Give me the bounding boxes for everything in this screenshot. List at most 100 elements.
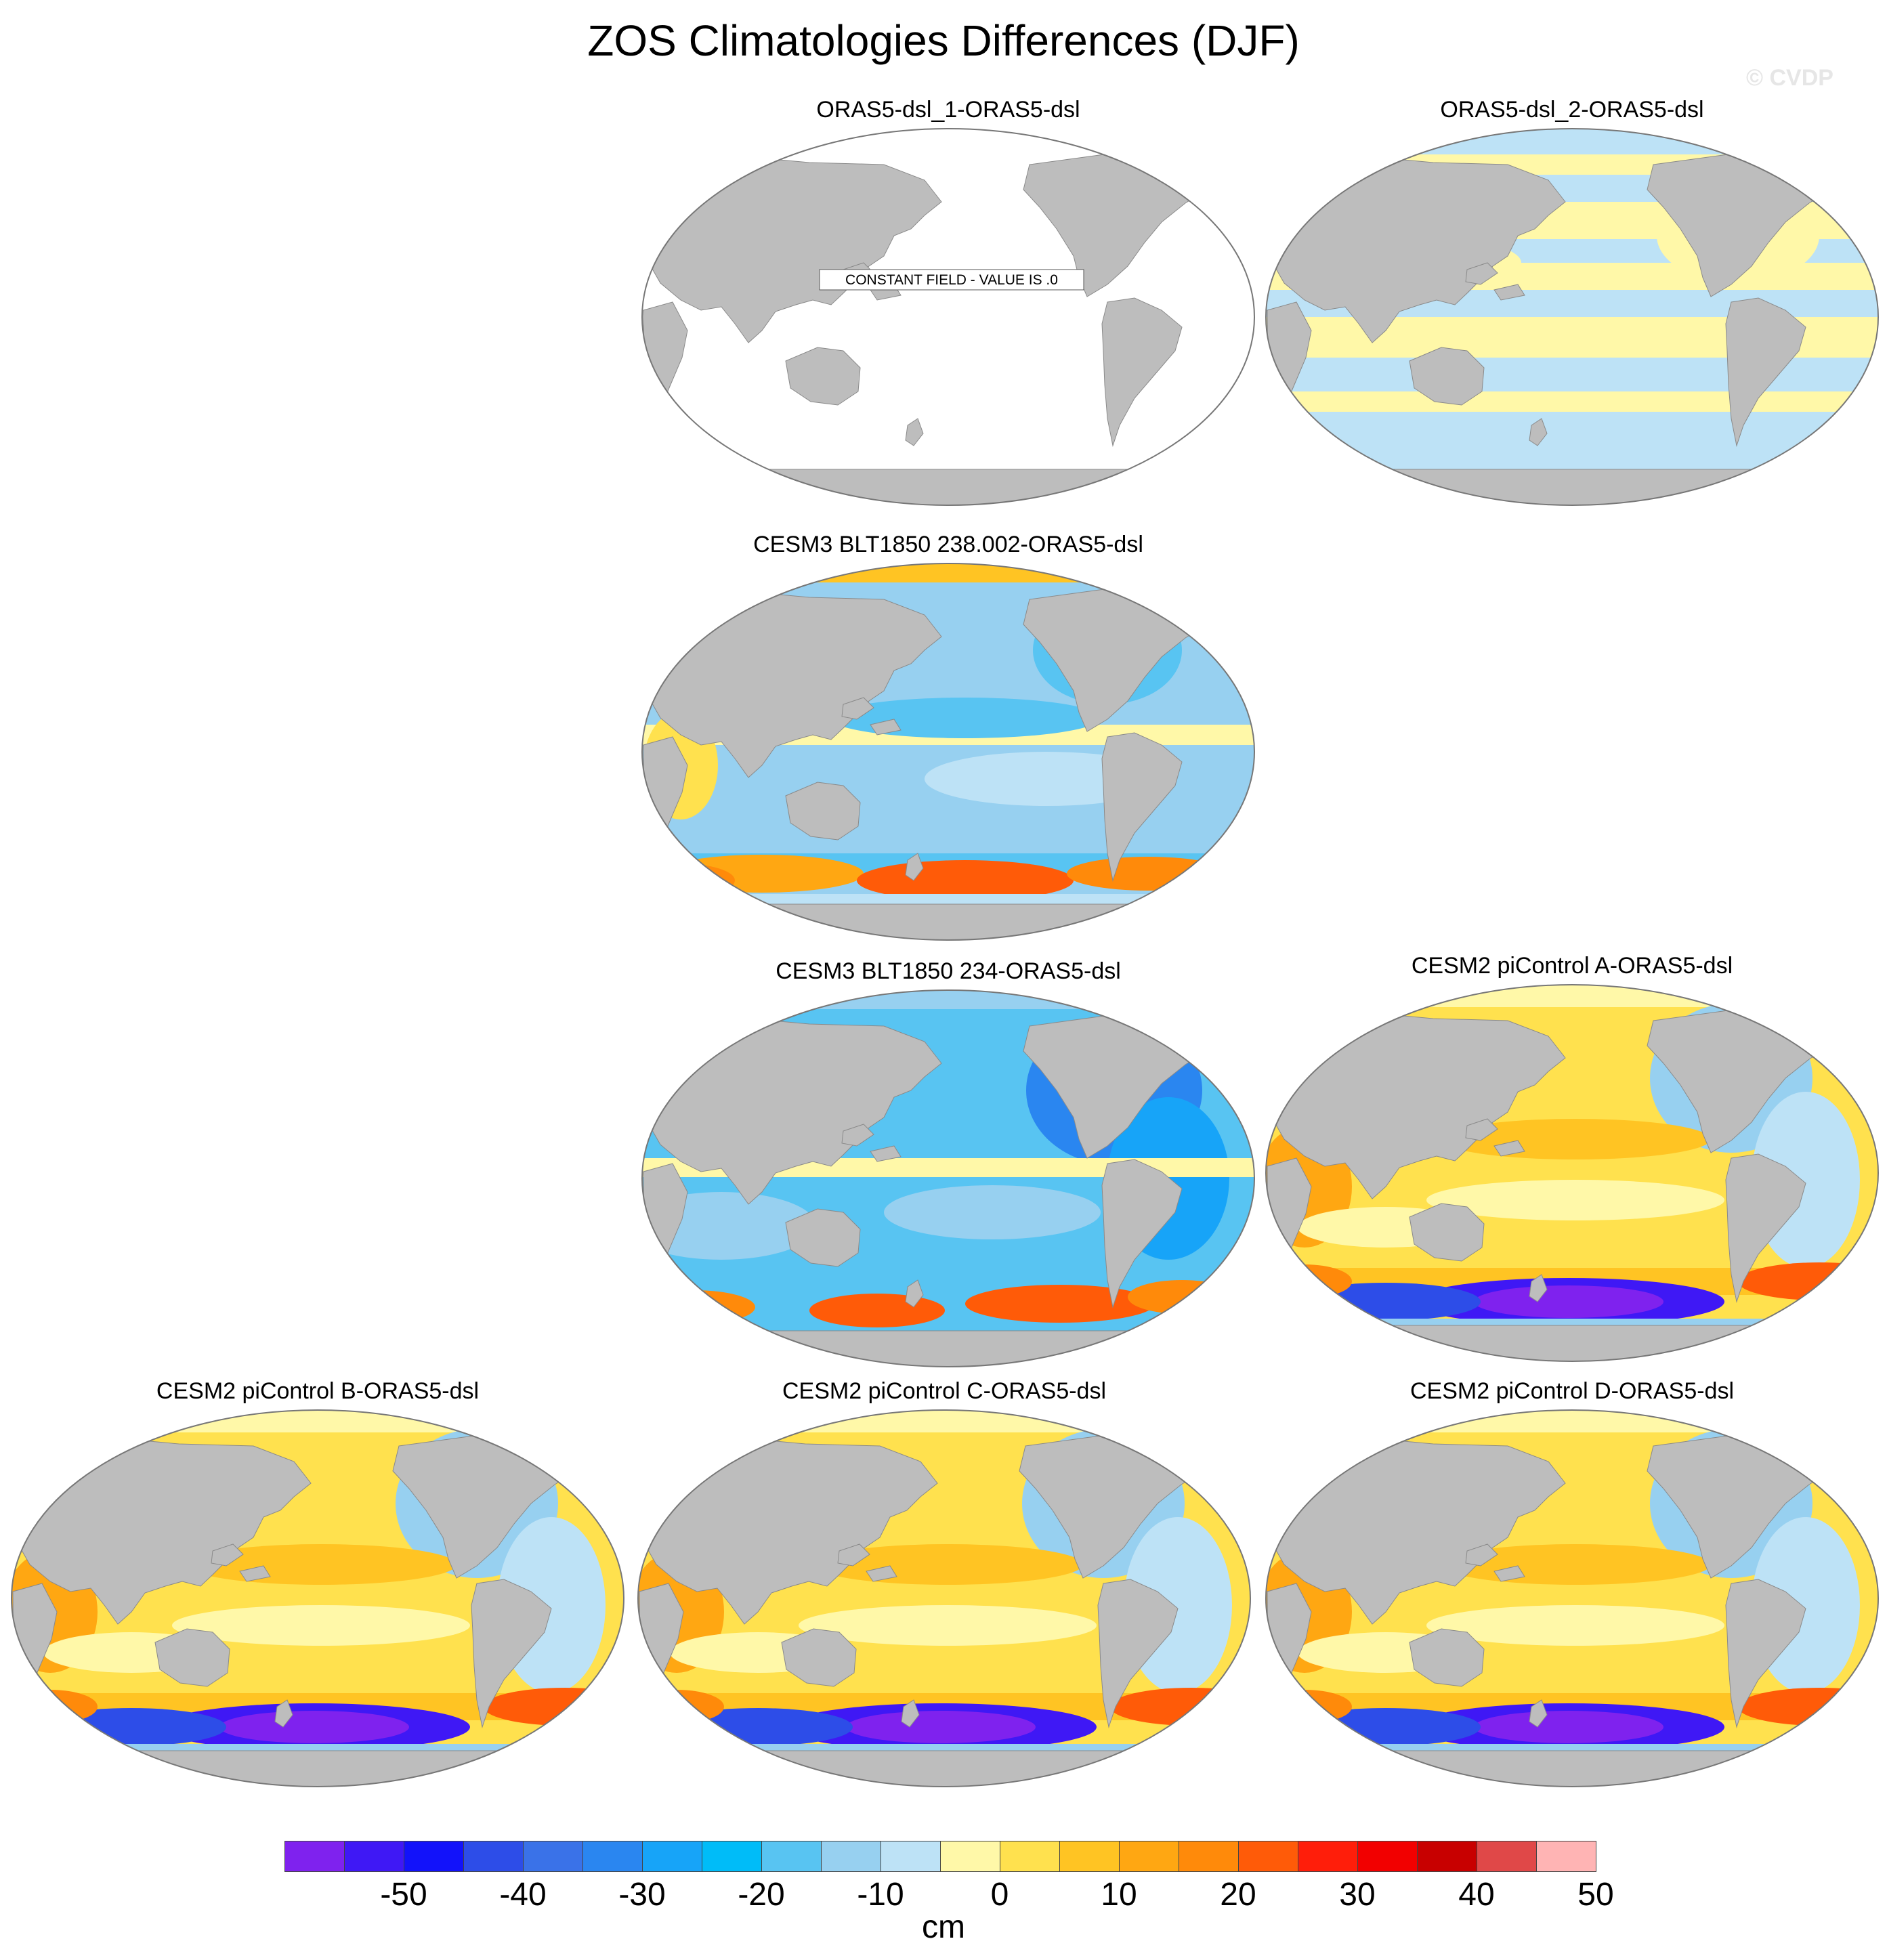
field-anomaly [809, 1294, 945, 1327]
colorbar-tick-label: -40 [499, 1877, 547, 1913]
panel-title: CESM2 piControl A-ORAS5-dsl [1411, 953, 1733, 979]
colorbar-tick-label: -30 [618, 1877, 666, 1913]
land-seaIslands [841, 697, 902, 736]
colorbar-box [523, 1841, 583, 1872]
map-panel-cesm2-d: CESM2 piControl D-ORAS5-dsl [1264, 1378, 1880, 1787]
colorbar-tick-label: -20 [738, 1877, 785, 1913]
colorbar-box [821, 1841, 881, 1872]
land-nz [274, 1699, 293, 1728]
field-anomaly [1291, 1283, 1481, 1321]
map-outline [641, 128, 1255, 506]
map-panel-cesm2-b: CESM2 piControl B-ORAS5-dsl [9, 1378, 626, 1787]
land-nz [905, 1279, 924, 1308]
field-anomaly [1191, 1713, 1250, 1741]
land-asia [642, 154, 942, 343]
land-greenland [1154, 1008, 1220, 1044]
land-australia [1409, 1628, 1485, 1687]
land-asia [12, 1435, 312, 1625]
land-australia [781, 1628, 857, 1687]
land-greenland [1778, 1003, 1844, 1038]
land-antPen [1751, 1745, 1806, 1762]
land-seaIslands [1465, 1543, 1525, 1582]
land-greenland [1154, 147, 1220, 182]
land-greenland [1150, 1428, 1216, 1464]
colorbar-box [1000, 1841, 1060, 1872]
field-anomaly [663, 1708, 853, 1746]
land-antPen [1751, 1320, 1806, 1336]
land-seaIslands [1465, 1118, 1525, 1157]
watermark: © CVDP [1746, 65, 1833, 91]
panel-title: CESM3 BLT1850 234-ORAS5-dsl [776, 958, 1121, 984]
land-greenland [1154, 582, 1220, 617]
land-greenland [524, 1428, 589, 1464]
land-seaIslands [837, 1543, 897, 1582]
map-panel-cesm3-238: CESM3 BLT1850 238.002-ORAS5-dsl [640, 531, 1256, 941]
land-antarctica [1266, 1325, 1878, 1361]
land-nz [1529, 1699, 1548, 1728]
map-svg [637, 1409, 1251, 1787]
colorbar-tick-label: 0 [990, 1877, 1009, 1913]
land-southAmerica [1101, 297, 1183, 447]
land-nz [1529, 418, 1548, 446]
map-outline [641, 989, 1255, 1367]
colorbar-box [404, 1841, 464, 1872]
colorbar-box [940, 1841, 1000, 1872]
land-greenland [1778, 1428, 1844, 1464]
map-svg [1265, 1409, 1879, 1787]
map-outline [637, 1409, 1251, 1787]
land-australia [785, 347, 861, 406]
colorbar-box [642, 1841, 702, 1872]
land-antarctica [642, 903, 1254, 940]
map-outline [1265, 1409, 1879, 1787]
map-svg [1265, 128, 1879, 506]
map-panel-cesm3-234: CESM3 BLT1850 234-ORAS5-dsl [640, 958, 1256, 1367]
field-anomaly [219, 1711, 409, 1743]
land-australia [785, 1208, 861, 1267]
colorbar-tick-label: 50 [1577, 1877, 1614, 1913]
colorbar-tick-label: -50 [380, 1877, 427, 1913]
panel-title: CESM2 piControl C-ORAS5-dsl [782, 1378, 1107, 1404]
colorbar-box [1238, 1841, 1298, 1872]
land-southAmerica [1097, 1579, 1179, 1728]
land-australia [1409, 1203, 1485, 1262]
panel-title: CESM2 piControl B-ORAS5-dsl [156, 1378, 480, 1404]
colorbar-box [1059, 1841, 1120, 1872]
land-antarctica [642, 1330, 1254, 1367]
land-asia [642, 1015, 942, 1205]
colorbar-box [761, 1841, 822, 1872]
field-band [1266, 154, 1878, 175]
land-southAmerica [1101, 732, 1183, 882]
field-anomaly [1067, 857, 1229, 891]
colorbar-box [881, 1841, 941, 1872]
field-anomaly [1474, 1285, 1663, 1318]
land-antPen [1127, 1325, 1183, 1342]
field-band [642, 894, 1254, 904]
field-anomaly [172, 1605, 470, 1646]
land-antPen [1127, 899, 1183, 915]
field-band [1266, 1744, 1878, 1752]
land-asia [1266, 1435, 1566, 1625]
land-australia [785, 782, 861, 840]
colorbar-tick-label: 20 [1220, 1877, 1256, 1913]
field-anomaly [884, 1185, 1101, 1239]
land-australia [1409, 347, 1485, 406]
field-anomaly [1291, 1708, 1481, 1746]
land-nz [905, 853, 924, 881]
map-svg [641, 563, 1255, 941]
map-svg: CONSTANT FIELD - VALUE IS .0 [641, 128, 1255, 506]
colorbar-box [1417, 1841, 1477, 1872]
land-asia [1266, 154, 1566, 343]
colorbar-units: cm [922, 1909, 965, 1945]
land-asia [1266, 1010, 1566, 1199]
land-antarctica [638, 1750, 1250, 1787]
land-nz [1529, 1274, 1548, 1302]
constant-field-note: CONSTANT FIELD - VALUE IS .0 [845, 272, 1058, 288]
colorbar [284, 1841, 1596, 1872]
land-southAmerica [1725, 1579, 1806, 1728]
field-anomaly [965, 1285, 1155, 1323]
map-outline [11, 1409, 624, 1787]
colorbar-tick-label: 10 [1101, 1877, 1137, 1913]
land-antarctica [1266, 469, 1878, 505]
land-antPen [1123, 1745, 1179, 1762]
land-seaIslands [211, 1543, 271, 1582]
